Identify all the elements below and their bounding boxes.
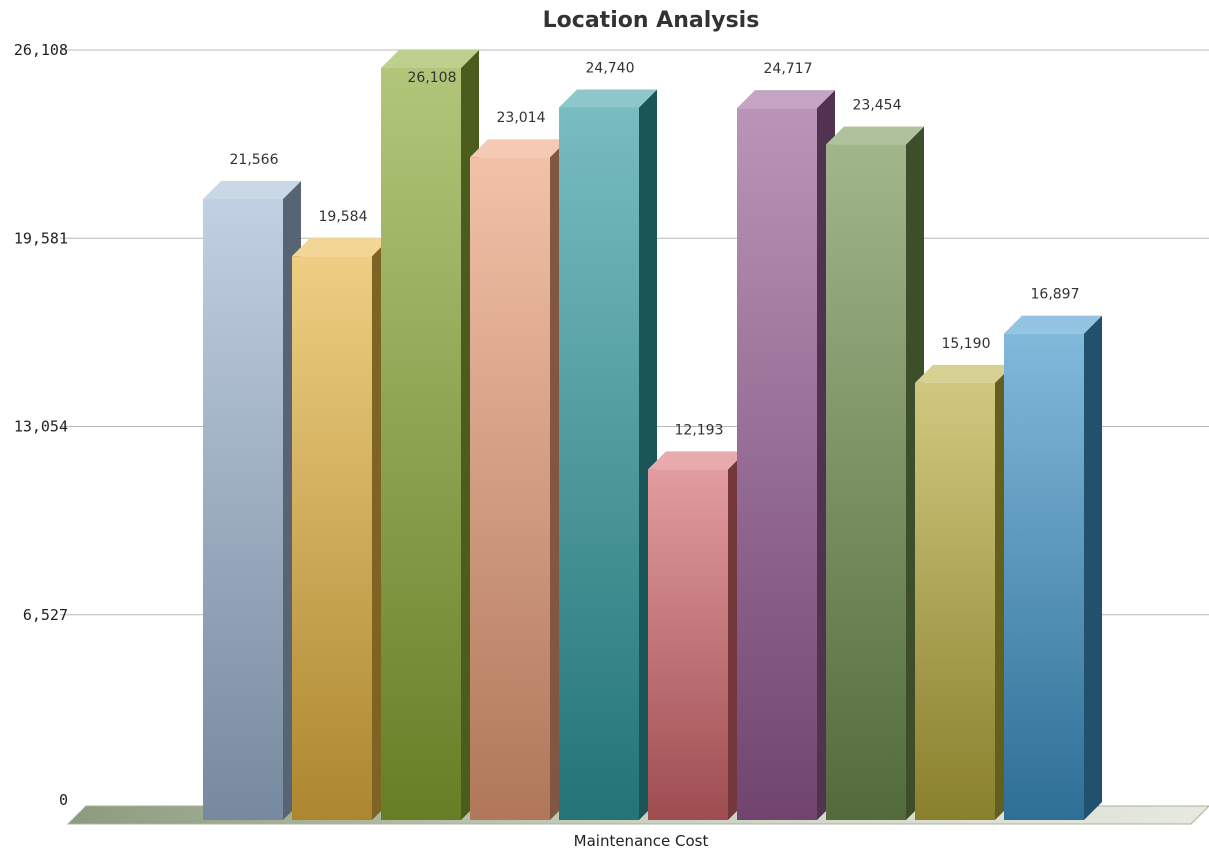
bar-top [470, 139, 568, 158]
bar-front [826, 144, 906, 820]
data-label: 15,190 [942, 336, 991, 352]
bar [559, 89, 657, 820]
x-axis-label: Maintenance Cost [574, 832, 709, 850]
data-label: 24,717 [764, 61, 813, 77]
bar-front [203, 198, 283, 821]
data-label: 24,740 [586, 60, 635, 76]
bar [648, 451, 746, 820]
bar [1004, 315, 1102, 820]
bar-front [915, 382, 995, 820]
bar [292, 238, 390, 821]
data-label: 21,566 [230, 152, 279, 168]
data-label: 16,897 [1031, 287, 1080, 303]
bar-front [292, 256, 372, 821]
bar-front [737, 108, 817, 821]
bar-top [648, 451, 746, 470]
data-label: 23,014 [497, 110, 546, 126]
bar [203, 180, 301, 821]
bar-top [203, 180, 301, 199]
bar-top [559, 89, 657, 108]
y-tick-label: 26,108 [14, 41, 68, 59]
y-tick-label: 13,054 [14, 418, 68, 436]
bar [915, 364, 1013, 820]
bars [203, 50, 1102, 821]
bar-front [470, 157, 550, 820]
data-labels: 21,566 19,584 26,108 23,014 24,740 12,193 24,7… [230, 60, 1080, 438]
bar-top [1004, 315, 1102, 334]
bar-top [737, 90, 835, 109]
bar-top [381, 50, 479, 68]
bar-side [1084, 315, 1102, 820]
bar [470, 139, 568, 820]
data-label: 23,454 [853, 98, 902, 114]
bar [737, 90, 835, 821]
y-axis-ticks: 0 6,527 13,054 19,581 26,108 [14, 41, 68, 809]
bar [826, 126, 924, 820]
y-tick-label: 6,527 [23, 606, 68, 624]
chart-title: Location Analysis [543, 8, 760, 33]
bar-top [826, 126, 924, 145]
bar-front [559, 107, 639, 820]
data-label: 19,584 [319, 209, 368, 225]
bar-front [381, 68, 461, 820]
bar [381, 50, 479, 820]
bar-front [648, 469, 728, 820]
bar-top [915, 364, 1013, 383]
bar-front [1004, 333, 1084, 820]
data-label: 26,108 [408, 70, 457, 86]
y-tick-label: 0 [59, 791, 68, 809]
data-label: 12,193 [675, 422, 724, 438]
bar-top [292, 238, 390, 257]
y-tick-label: 19,581 [14, 229, 68, 247]
